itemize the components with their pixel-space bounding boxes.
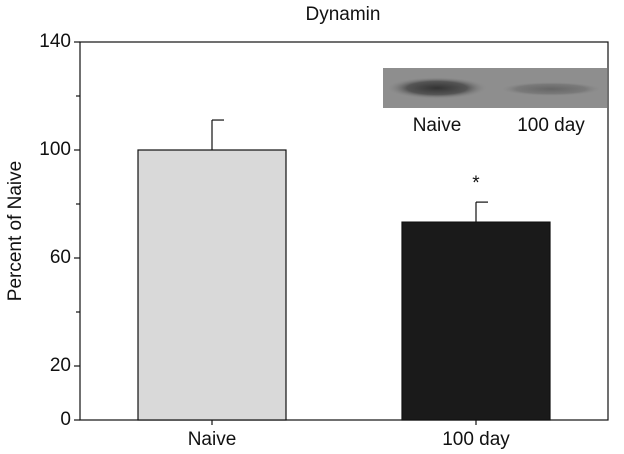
y-tick-label: 140 — [39, 31, 71, 52]
x-tick-label: Naive — [188, 429, 237, 450]
inset-label: 100 day — [517, 115, 585, 136]
blot-band — [501, 82, 601, 96]
inset-label: Naive — [413, 115, 462, 136]
blot-band — [387, 77, 487, 99]
bar — [137, 149, 287, 421]
chart-title: Dynamin — [306, 4, 381, 25]
y-tick-label: 100 — [39, 139, 71, 160]
y-tick-label: 0 — [60, 409, 71, 430]
x-tick-label: 100 day — [442, 429, 510, 450]
significance-marker: * — [472, 173, 480, 194]
bar — [401, 221, 551, 421]
y-axis-label: Percent of Naive — [5, 161, 26, 301]
y-tick-label: 20 — [50, 355, 71, 376]
inset-blot — [383, 68, 607, 108]
plot-frame — [79, 41, 609, 421]
y-tick-label: 60 — [50, 247, 71, 268]
